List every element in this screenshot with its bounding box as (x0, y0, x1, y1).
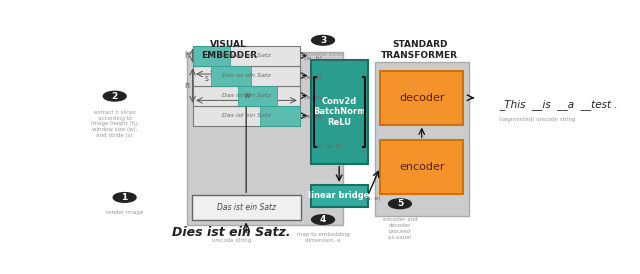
Text: decoder: decoder (399, 93, 445, 103)
Text: Das ist ein Satz: Das ist ein Satz (222, 73, 271, 78)
Text: h: h (184, 51, 189, 60)
Text: Das ist ein Satz: Das ist ein Satz (222, 53, 271, 58)
Text: linear bridge: linear bridge (308, 191, 370, 200)
Bar (193, 65, 300, 85)
Text: map to embedding
dimension, e: map to embedding dimension, e (297, 232, 349, 243)
Bar (260, 106, 300, 126)
Bar (193, 45, 300, 65)
Text: encoder: encoder (399, 162, 445, 172)
Circle shape (388, 199, 412, 209)
Text: _This  __is  __a  __test .: _This __is __a __test . (499, 99, 618, 110)
Bar (191, 195, 301, 219)
Text: (n, e): (n, e) (364, 196, 380, 201)
Bar (380, 141, 463, 194)
Text: s: s (205, 74, 209, 83)
Text: (w, h): (w, h) (304, 114, 322, 119)
Text: extract n slices
according to
image height (h),
window size (w),
and stride (s): extract n slices according to image heig… (91, 110, 139, 138)
Text: unicode string: unicode string (212, 238, 251, 243)
Text: 3: 3 (320, 36, 326, 45)
Text: render image: render image (106, 210, 143, 215)
Text: (n, w, h): (n, w, h) (316, 144, 342, 149)
Bar (310, 60, 367, 164)
Text: Dies ist ein Satz.: Dies ist ein Satz. (172, 226, 291, 239)
Circle shape (312, 215, 335, 224)
Text: encoder and
decoder
proceed
as usual: encoder and decoder proceed as usual (383, 218, 417, 240)
Text: convolve slices: convolve slices (302, 52, 344, 57)
Circle shape (113, 193, 136, 202)
Text: VISUAL
EMBEDDER: VISUAL EMBEDDER (201, 40, 257, 60)
Bar (310, 185, 367, 207)
Bar (375, 62, 469, 216)
Circle shape (103, 91, 126, 101)
Text: 5: 5 (397, 199, 403, 208)
Bar (193, 85, 300, 106)
Text: n: n (184, 81, 189, 90)
Bar (237, 85, 277, 106)
Bar (193, 106, 300, 126)
Text: (segmented) unicode string: (segmented) unicode string (499, 117, 575, 122)
Text: Das ist ein Satz: Das ist ein Satz (222, 113, 271, 118)
Bar (187, 52, 343, 225)
Text: 4: 4 (320, 215, 326, 224)
Text: Conv2d
BatchNorm
ReLU: Conv2d BatchNorm ReLU (313, 97, 365, 127)
Text: STANDARD
TRANSFORMER: STANDARD TRANSFORMER (381, 40, 458, 60)
Text: Das ist ein Satz: Das ist ein Satz (217, 203, 276, 212)
Text: (w, h): (w, h) (304, 95, 322, 100)
Text: w: w (243, 91, 250, 100)
Text: (w, h): (w, h) (304, 75, 322, 80)
Bar (380, 71, 463, 125)
Text: (w, h): (w, h) (304, 56, 322, 61)
Text: Das ist ein Satz: Das ist ein Satz (222, 93, 271, 98)
Bar (211, 65, 251, 85)
Bar (193, 45, 230, 65)
Text: 1: 1 (122, 193, 128, 202)
Circle shape (312, 35, 335, 45)
Text: 2: 2 (111, 92, 118, 101)
